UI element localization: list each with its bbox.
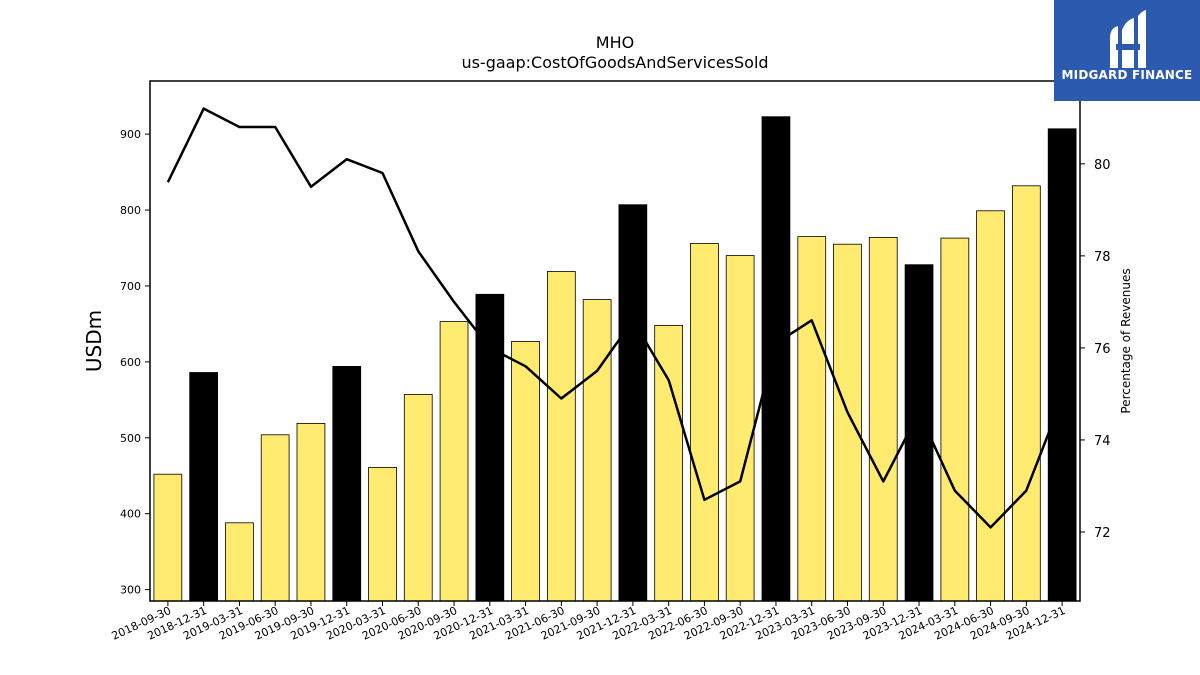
bar-2024-06-30: [976, 210, 1005, 602]
bar-2019-12-31: [332, 365, 362, 602]
bar-2019-06-30: [260, 434, 290, 602]
bar-2019-03-31: [225, 522, 254, 602]
y-tick-label: 900: [120, 128, 141, 141]
bar-2020-09-30: [439, 321, 469, 602]
brand-logo: MIDGARD FINANCE: [1054, 0, 1200, 101]
bar-2021-06-30: [547, 271, 576, 602]
bar-2024-03-31: [940, 237, 970, 602]
bar-2023-06-30: [833, 243, 862, 602]
bar-2022-03-31: [654, 324, 684, 602]
bar-2024-09-30: [1012, 185, 1041, 602]
bar-2020-06-30: [403, 394, 433, 602]
midgard-logo-icon: [1110, 10, 1146, 68]
percentage-line: [166, 107, 1064, 529]
bar-2020-03-31: [368, 466, 397, 602]
bar-2021-09-30: [582, 299, 612, 602]
y2-tick-label: 80: [1094, 158, 1111, 173]
bar-2024-12-31: [1047, 128, 1077, 602]
bar-2020-12-31: [475, 293, 505, 602]
y-tick-label: 500: [120, 432, 141, 445]
bar-2018-12-31: [189, 372, 218, 602]
y-tick-label: 400: [120, 508, 141, 521]
y-tick-label: 300: [120, 584, 141, 597]
bar-2018-09-30: [153, 473, 183, 602]
y-axis-label: USDm: [82, 310, 106, 372]
y2-tick-label: 72: [1094, 526, 1111, 541]
bar-2023-09-30: [868, 236, 898, 602]
bar-2022-09-30: [725, 255, 755, 602]
bar-2023-03-31: [797, 236, 827, 602]
bar-2022-06-30: [690, 243, 719, 602]
y2-tick-label: 76: [1094, 342, 1111, 357]
bar-2019-09-30: [296, 422, 326, 602]
y-tick-label: 700: [120, 280, 141, 293]
chart-subtitle: us-gaap:CostOfGoodsAndServicesSold: [461, 53, 768, 72]
y2-tick-label: 78: [1094, 250, 1111, 265]
y-tick-label: 600: [120, 356, 141, 369]
bar-2021-03-31: [511, 340, 540, 602]
logo-text: MIDGARD FINANCE: [1061, 68, 1193, 82]
y2-axis-label: Percentage of Revenues: [1119, 268, 1133, 413]
bar-2022-12-31: [761, 116, 791, 602]
bar-2021-12-31: [618, 204, 648, 602]
y-tick-label: 800: [120, 204, 141, 217]
chart-title: MHO: [596, 33, 634, 52]
y2-tick-label: 74: [1094, 434, 1111, 449]
plot-frame: [149, 80, 1081, 602]
